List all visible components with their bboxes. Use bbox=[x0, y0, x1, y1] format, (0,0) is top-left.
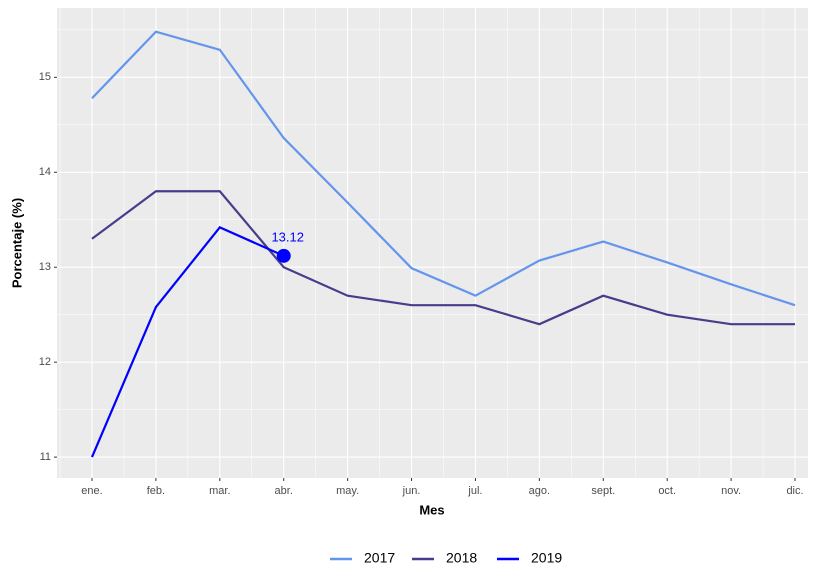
point-label: 13.12 bbox=[271, 229, 304, 244]
y-axis-title: Porcentaje (%) bbox=[9, 198, 24, 288]
legend-label: 2018 bbox=[446, 550, 477, 566]
x-tick-label: jun. bbox=[402, 485, 421, 497]
series-line bbox=[90, 225, 285, 458]
x-tick-label: ene. bbox=[81, 485, 102, 497]
legend-label: 2019 bbox=[531, 550, 562, 566]
y-tick-label: 13 bbox=[39, 261, 51, 273]
x-tick-label: feb. bbox=[147, 485, 165, 497]
y-tick-label: 12 bbox=[39, 356, 51, 368]
x-tick-label: jul. bbox=[467, 485, 482, 497]
panel bbox=[57, 8, 808, 478]
x-tick-label: mar. bbox=[209, 485, 230, 497]
x-tick-label: oct. bbox=[658, 485, 676, 497]
x-axis-title: Mes bbox=[419, 502, 444, 517]
y-tick-label: 14 bbox=[39, 166, 51, 178]
x-tick-label: ago. bbox=[529, 485, 550, 497]
series-line bbox=[91, 30, 796, 307]
x-tick-label: dic. bbox=[786, 485, 803, 497]
highlight-point bbox=[276, 248, 291, 263]
y-tick-label: 15 bbox=[39, 71, 51, 83]
y-tick-label: 11 bbox=[40, 451, 51, 463]
x-tick-label: abr. bbox=[275, 485, 293, 497]
x-tick-label: sept. bbox=[591, 485, 615, 497]
x-tick-label: may. bbox=[336, 485, 359, 497]
x-tick-label: nov. bbox=[721, 485, 741, 497]
legend-label: 2017 bbox=[364, 550, 395, 566]
series-line bbox=[91, 190, 795, 326]
